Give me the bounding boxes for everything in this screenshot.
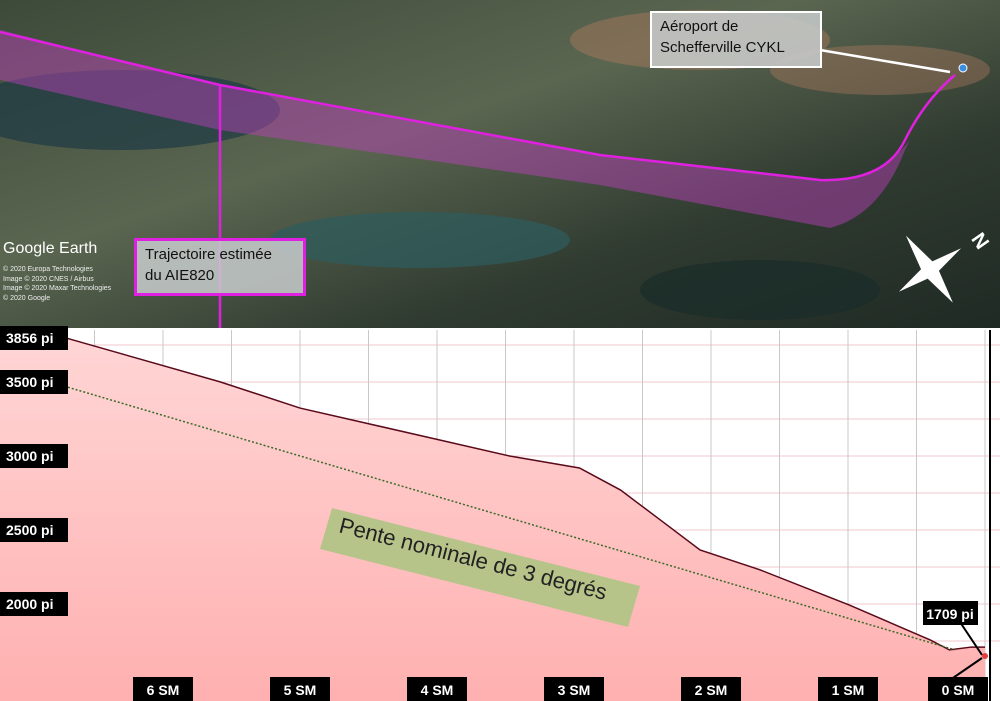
y-tick-label: 3856 pi [6,330,53,346]
x-tick-label: 2 SM [695,682,728,698]
trajectory-line [0,30,956,182]
x-tick-label: 1 SM [832,682,865,698]
end-altitude-label: 1709 pi [926,606,973,622]
x-tick-label: 0 SM [942,682,975,698]
x-tick-label: 3 SM [558,682,591,698]
y-tick-label: 2500 pi [6,522,53,538]
north-arrow-icon [898,235,962,303]
x-tick-label: 6 SM [147,682,180,698]
trajectory-label-line: du AIE820 [145,267,215,284]
credit-line: Image © 2020 Maxar Technologies [3,285,112,292]
airport-callout: Aéroport de Schefferville CYKL [650,11,822,68]
y-tick-label: 3000 pi [6,448,53,464]
credit-line: © 2020 Europa Technologies [3,266,93,273]
credit-line: Image © 2020 CNES / Airbus [3,275,94,283]
satellite-image [0,0,1000,382]
airport-marker [958,63,968,73]
google-earth-logo: Google Earth [3,240,98,257]
trajectory-label-line: Trajectoire estimée [145,246,272,263]
x-tick-box [928,677,988,701]
image-credits: © 2020 Europa Technologies Image © 2020 … [3,265,111,303]
x-tick-box [681,677,741,701]
x-tick-box [407,677,467,701]
airport-label-line: Aéroport de [660,18,739,35]
y-tick-label: 2000 pi [6,596,53,612]
x-tick-box [270,677,330,701]
y-tick-box [0,518,68,542]
credit-line: © 2020 Google [3,294,51,302]
x-tick-label: 4 SM [421,682,454,698]
x-tick-box [818,677,878,701]
y-tick-box [0,326,68,350]
x-tick-label: 5 SM [284,682,317,698]
y-tick-label: 3500 pi [6,374,53,390]
y-tick-box [0,592,68,616]
terrain-area [0,329,985,701]
x-tick-box [544,677,604,701]
end-point-marker [982,653,988,659]
x-tick-box [133,677,193,701]
nominal-slope-label-bg [320,508,640,627]
end-altitude-box [923,601,978,625]
trajectory-callout: Trajectoire estimée du AIE820 [134,238,306,296]
airport-label-line: Schefferville CYKL [660,39,785,56]
y-tick-box [0,370,68,394]
nominal-slope-line [60,384,956,651]
y-tick-box [0,444,68,468]
airport-arrow [819,48,951,74]
